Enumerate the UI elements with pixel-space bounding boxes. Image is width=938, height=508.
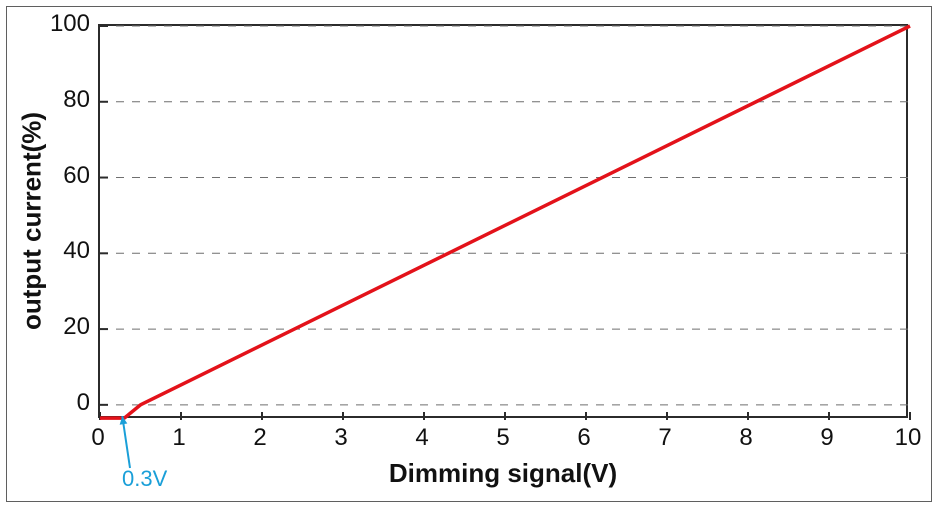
annotation-arrow-svg xyxy=(0,0,938,508)
dimming-curve-chart: 0 20 40 60 80 100 0 1 2 3 4 5 6 7 8 9 10… xyxy=(0,0,938,508)
